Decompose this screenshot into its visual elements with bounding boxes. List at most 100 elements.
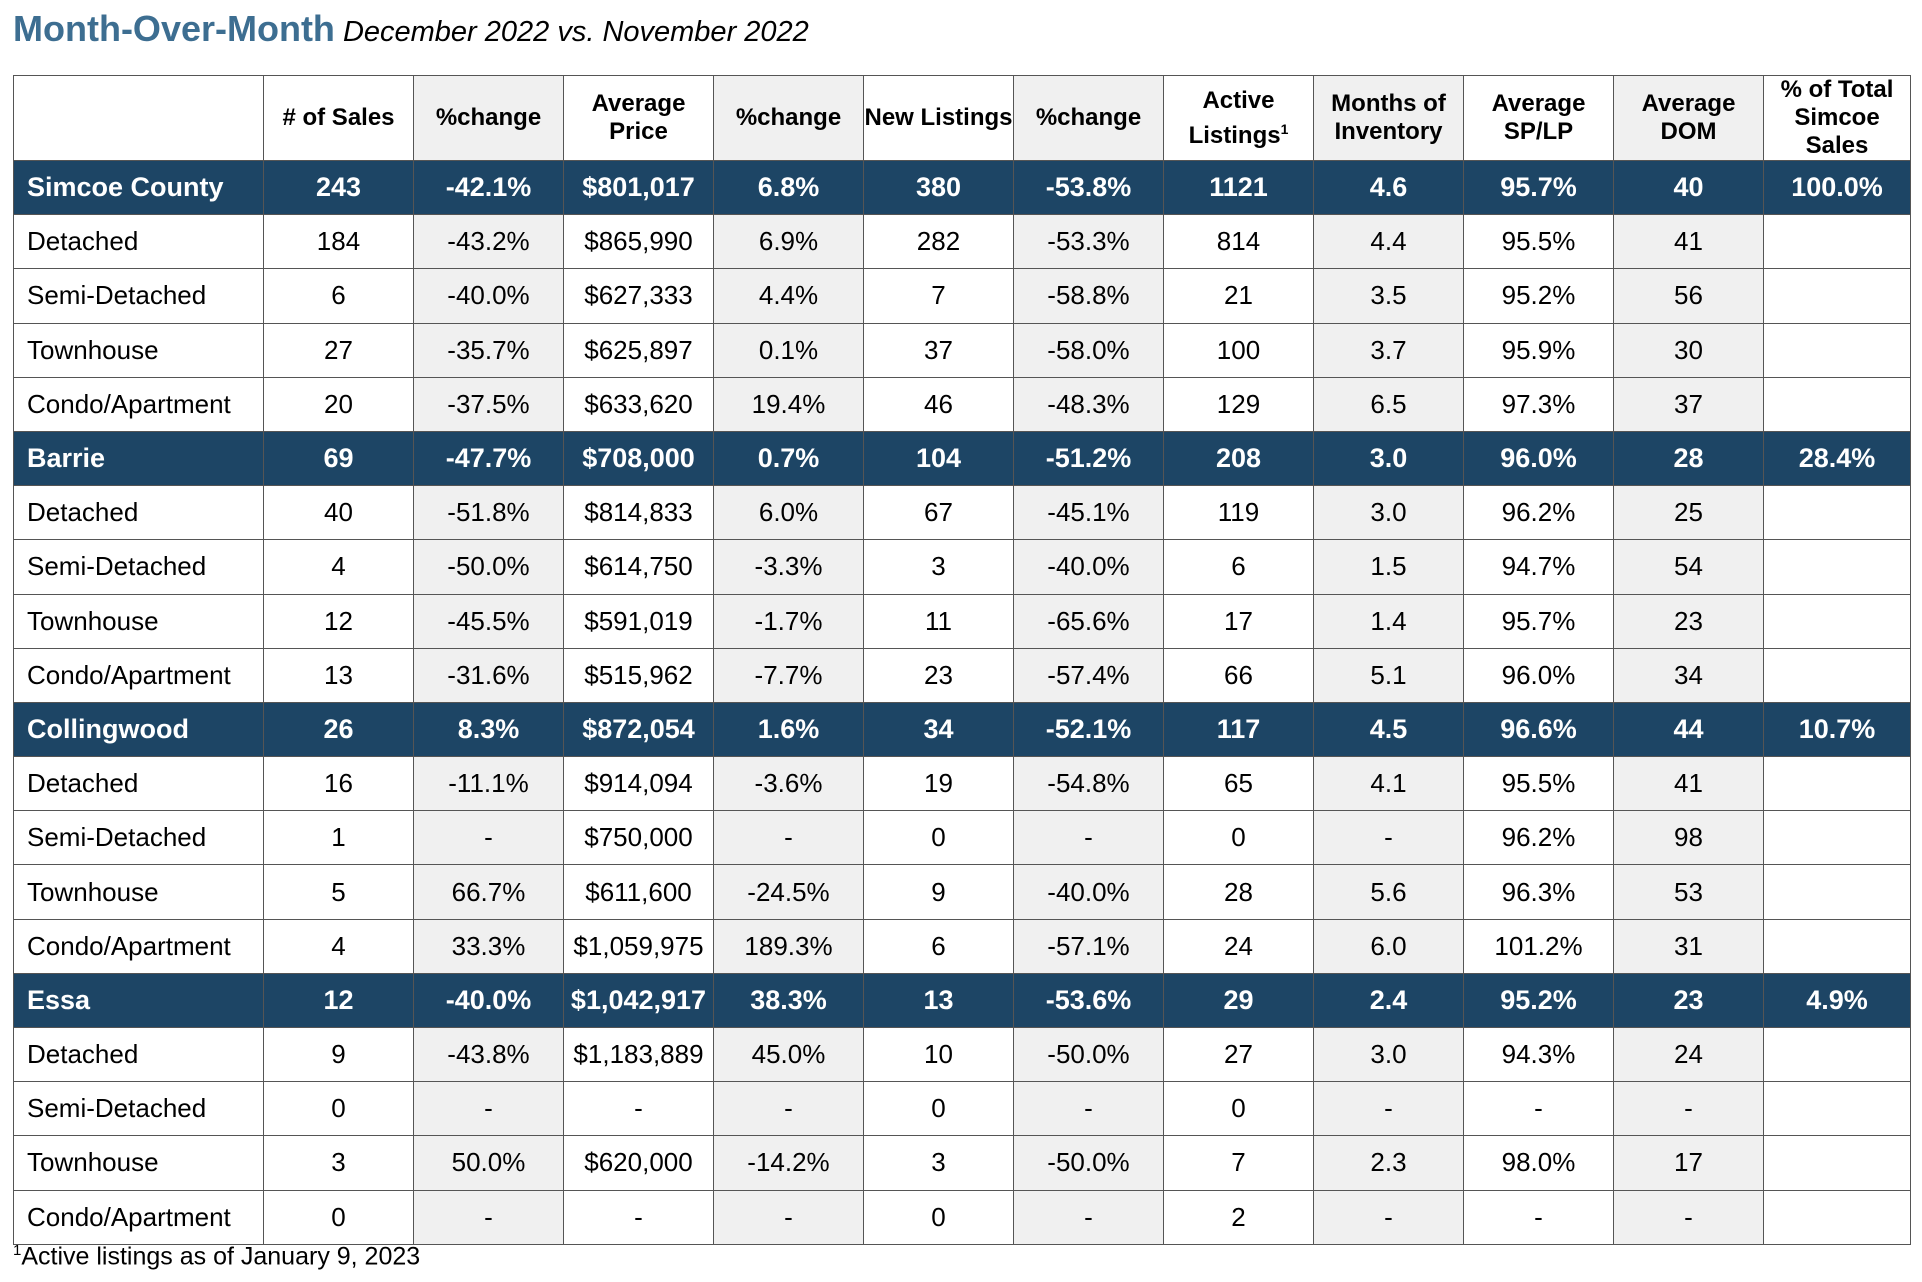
table-cell: 33.3% [413, 918, 564, 974]
table-cell: -24.5% [713, 864, 864, 920]
table-cell: 4 [263, 539, 414, 595]
table-cell: 54 [1613, 539, 1764, 595]
table-cell: 17 [1163, 593, 1314, 649]
table-cell: $633,620 [563, 376, 714, 432]
table-cell [1763, 756, 1911, 812]
table-cell: 66.7% [413, 864, 564, 920]
table-cell: - [1463, 1081, 1614, 1137]
table-cell: 23 [1613, 972, 1764, 1029]
table-cell: 3.5 [1313, 268, 1464, 324]
table-cell: 282 [863, 214, 1014, 270]
table-cell: 2.4 [1313, 972, 1464, 1029]
table-cell: 11 [863, 593, 1014, 649]
table-cell: -40.0% [1013, 539, 1164, 595]
table-cell: 1.5 [1313, 539, 1464, 595]
table-cell: 7 [863, 268, 1014, 324]
table-cell: - [1013, 1189, 1164, 1245]
table-cell: 9 [863, 864, 1014, 920]
table-cell [1763, 214, 1911, 270]
table-cell: 96.0% [1463, 647, 1614, 703]
table-cell: 96.3% [1463, 864, 1614, 920]
table-cell: - [563, 1081, 714, 1137]
table-cell: -7.7% [713, 647, 864, 703]
table-cell: -40.0% [1013, 864, 1164, 920]
table-cell: 96.2% [1463, 810, 1614, 866]
table-cell: 6.0% [713, 485, 864, 541]
table-cell: 3.0 [1313, 430, 1464, 487]
header-cell-months-inventory: Months of Inventory [1313, 75, 1464, 161]
table-cell: -50.0% [413, 539, 564, 595]
table-cell: - [1313, 1189, 1464, 1245]
row-label-cell: Semi-Detached [13, 1081, 264, 1137]
table-cell: 46 [863, 376, 1014, 432]
table-cell: -1.7% [713, 593, 864, 649]
table-cell: 0.7% [713, 430, 864, 487]
table-cell: 7 [1163, 1135, 1314, 1191]
table-cell: 30 [1613, 322, 1764, 378]
table-cell: - [1313, 1081, 1464, 1137]
month-over-month-table: # of Sales %change Average Price %change… [13, 75, 1911, 1245]
table-cell: 41 [1613, 756, 1764, 812]
table-cell [1763, 1026, 1911, 1083]
header-cell-new-listings: New Listings [863, 75, 1014, 161]
table-row: Semi-Detached 1- $750,000-0-0-96.2% 98 [13, 810, 1911, 866]
table-cell: $801,017 [563, 159, 714, 216]
table-cell: 5.1 [1313, 647, 1464, 703]
table-cell: 66 [1163, 647, 1314, 703]
table-cell: 34 [1613, 647, 1764, 703]
table-cell: 3 [263, 1135, 414, 1191]
table-cell: -53.3% [1013, 214, 1164, 270]
table-cell: - [713, 1189, 864, 1245]
table-cell: -54.8% [1013, 756, 1164, 812]
table-cell: 27 [263, 322, 414, 378]
row-label-cell: Condo/Apartment [13, 918, 264, 974]
table-cell: 95.5% [1463, 756, 1614, 812]
table-cell: 1.4 [1313, 593, 1464, 649]
table-cell: 3.7 [1313, 322, 1464, 378]
table-cell: 380 [863, 159, 1014, 216]
table-cell: 189.3% [713, 918, 864, 974]
header-cell-percent-total: % of Total Simcoe Sales [1763, 75, 1911, 161]
table-cell: -51.8% [413, 485, 564, 541]
row-label-cell: Barrie [13, 430, 264, 487]
row-label-cell: Townhouse [13, 322, 264, 378]
table-cell: - [713, 1081, 864, 1137]
table-cell: -3.6% [713, 756, 864, 812]
table-cell [1763, 376, 1911, 432]
row-label-cell: Simcoe County [13, 159, 264, 216]
table-cell: -58.8% [1013, 268, 1164, 324]
table-row: Condo/Apartment 20 -37.5% $633,620 19.4% 46 -4… [13, 376, 1911, 432]
table-cell: 95.9% [1463, 322, 1614, 378]
table-cell: 56 [1613, 268, 1764, 324]
table-row-group: Simcoe County 243 -42.1% $801,017 6.8% 380 -53… [13, 159, 1911, 216]
table-cell [1763, 810, 1911, 866]
table-cell: 34 [863, 701, 1014, 758]
table-cell [1763, 593, 1911, 649]
table-cell: 6.9% [713, 214, 864, 270]
table-cell: $872,054 [563, 701, 714, 758]
header-cell-price-change: %change [713, 75, 864, 161]
table-cell: 67 [863, 485, 1014, 541]
row-label-cell: Condo/Apartment [13, 647, 264, 703]
table-cell: $1,183,889 [563, 1026, 714, 1083]
table-cell [1763, 268, 1911, 324]
table-cell: -40.0% [413, 268, 564, 324]
table-cell: -57.4% [1013, 647, 1164, 703]
table-cell: 26 [263, 701, 414, 758]
row-label-cell: Semi-Detached [13, 539, 264, 595]
table-cell: -52.1% [1013, 701, 1164, 758]
header-cell-sales: # of Sales [263, 75, 414, 161]
table-row: Detached 40 -51.8% $814,833 6.0% 67 -45.1% 119 3… [13, 485, 1911, 541]
table-cell: - [1013, 810, 1164, 866]
table-cell: 37 [1613, 376, 1764, 432]
table-cell: 41 [1613, 214, 1764, 270]
table-cell: 96.2% [1463, 485, 1614, 541]
table-cell: 94.3% [1463, 1026, 1614, 1083]
table-cell: 3.0 [1313, 1026, 1464, 1083]
table-cell: $814,833 [563, 485, 714, 541]
table-cell: -53.8% [1013, 159, 1164, 216]
table-cell [1763, 647, 1911, 703]
table-cell: 129 [1163, 376, 1314, 432]
table-cell: 6.5 [1313, 376, 1464, 432]
footnote: 1Active listings as of January 9, 2023 [13, 1242, 420, 1271]
